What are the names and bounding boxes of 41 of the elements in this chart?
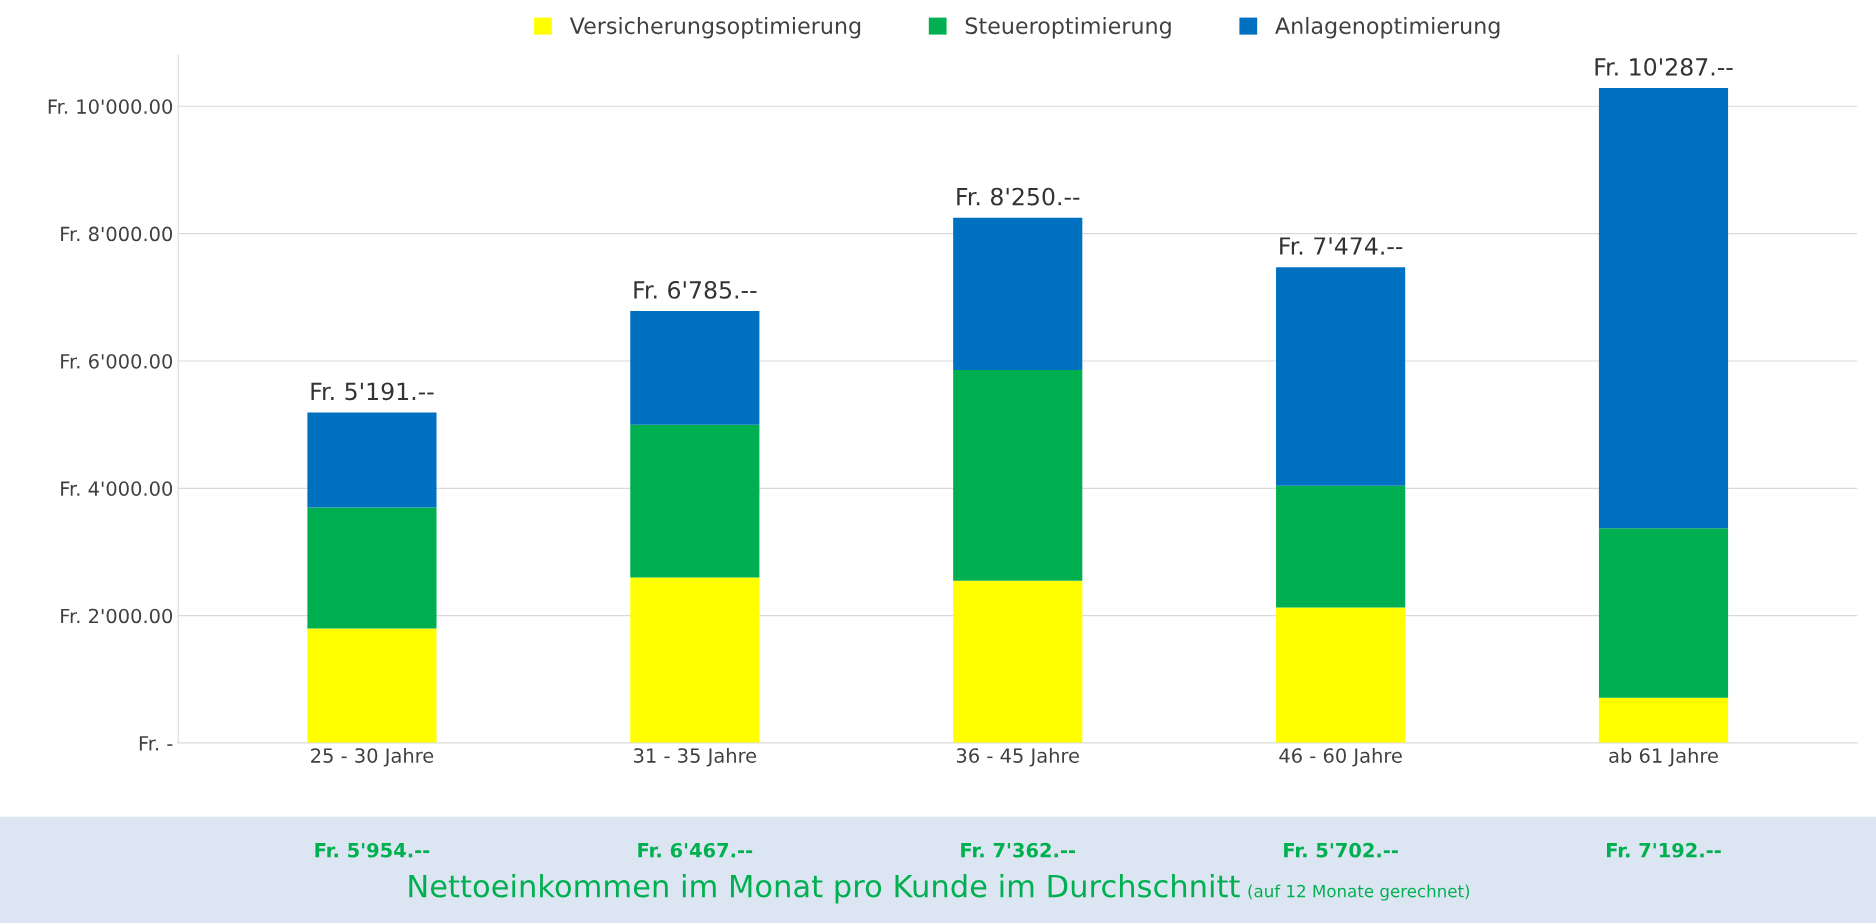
bar — [953, 217, 1083, 370]
bar — [307, 507, 437, 629]
bar — [1276, 607, 1406, 744]
legend-label: Anlagenoptimierung — [1275, 16, 1500, 39]
bar — [307, 412, 437, 508]
text: Fr. 6'467.-- — [638, 842, 753, 858]
text: Nettoeinkommen im Monat pro Kunde im Durchschnitt — [409, 873, 1240, 904]
bar — [1598, 88, 1729, 529]
bar — [1598, 528, 1729, 698]
legend-label: Steueroptimierung — [965, 16, 1171, 39]
y-tick-label: Fr. 2'000.00 — [61, 608, 173, 624]
bar — [307, 628, 437, 744]
y-tick-label: Fr. 10'000.00 — [48, 99, 173, 114]
bar — [953, 580, 1083, 744]
text: Fr. 7'362.-- — [961, 842, 1075, 858]
x-tick-label: 46 - 60 Jahre — [1279, 747, 1402, 767]
text: Fr. 5'954.-- — [315, 842, 430, 858]
total-label: Fr. 6'785.-- — [634, 280, 757, 299]
total-label: Fr. 10'287.-- — [1595, 57, 1733, 76]
text: Fr. 7'192.-- — [1606, 842, 1721, 858]
y-tick-label: Fr. 4'000.00 — [61, 481, 173, 496]
legend-label: Versicherungsoptimierung — [569, 16, 861, 39]
x-tick-label: ab 61 Jahre — [1609, 747, 1718, 767]
y-tick-label: Fr. 8'000.00 — [61, 226, 173, 242]
total-label: Fr. 8'250.-- — [957, 187, 1080, 206]
x-tick-label: 25 - 30 Jahre — [311, 747, 434, 767]
x-tick-label: 36 - 45 Jahre — [956, 747, 1079, 767]
bar — [1276, 485, 1406, 608]
bar — [953, 369, 1083, 581]
total-label: Fr. 5'191.-- — [311, 382, 434, 401]
bar — [630, 424, 760, 578]
bar — [1276, 267, 1406, 486]
y-tick-label: Fr. - — [139, 736, 173, 751]
bar — [630, 577, 760, 744]
y-tick-label: Fr. 6'000.00 — [61, 353, 173, 369]
bar — [1598, 697, 1729, 744]
text: (auf 12 Monate gerechnet) — [1248, 884, 1470, 901]
text: Fr. 5'702.-- — [1284, 842, 1398, 858]
x-tick-label: 31 - 35 Jahre — [634, 747, 757, 767]
bar — [630, 311, 760, 425]
total-label: Fr. 7'474.-- — [1280, 237, 1403, 255]
